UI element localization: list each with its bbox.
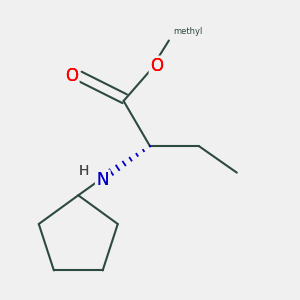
Text: N: N (97, 171, 109, 189)
Text: O: O (150, 57, 163, 75)
Text: methyl: methyl (173, 27, 203, 36)
Text: O: O (65, 68, 78, 85)
Text: O: O (65, 68, 78, 85)
Text: O: O (150, 57, 163, 75)
Text: N: N (97, 171, 109, 189)
Text: H: H (79, 164, 89, 178)
Text: O: O (65, 68, 78, 85)
Text: N: N (97, 171, 109, 189)
Text: H: H (79, 164, 89, 178)
Text: O: O (150, 57, 163, 75)
